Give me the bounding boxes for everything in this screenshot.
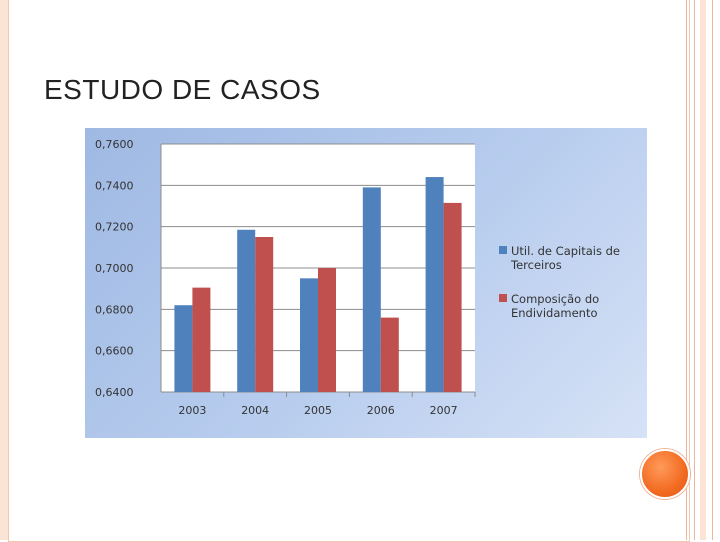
decorative-rule [700,0,706,540]
y-tick-label: 0,6400 [95,386,134,399]
bar-chart: 0,7600 0,7400 0,7200 0,7000 0,6800 0,6600 0,64… [95,138,620,417]
decorative-rule [686,0,687,540]
legend-label: Composição do [511,292,599,306]
x-tick-label: 2003 [178,404,206,417]
legend-swatch [499,246,507,254]
bar-util-capitais-2007 [425,177,444,392]
legend-label: Util. de Capitais de [511,244,620,258]
bar-composicao-2003 [192,287,211,392]
slide-title: ESTUDO DE CASOS [44,74,321,105]
bar-util-capitais-2003 [174,305,193,392]
bar-composicao-2006 [380,317,399,392]
x-tick-label: 2005 [304,404,332,417]
bar-composicao-2004 [255,237,274,392]
legend-label: Endividamento [511,306,598,320]
x-tick-label: 2007 [430,404,458,417]
legend-label: Terceiros [510,258,562,272]
bar-composicao-2005 [318,268,336,392]
y-tick-label: 0,7400 [95,179,134,192]
x-tick-label: 2004 [241,404,269,417]
y-tick-label: 0,6800 [95,303,134,316]
bar-util-capitais-2006 [362,187,381,392]
slide-border-left [0,0,8,540]
chart-container: 0,7600 0,7400 0,7200 0,7000 0,6800 0,6600 0,64… [85,128,647,438]
y-tick-label: 0,6600 [95,345,134,358]
decorative-rule [694,0,695,540]
bar-composicao-2007 [443,202,462,392]
decorative-rule [712,0,713,540]
y-tick-label: 0,7600 [95,138,134,151]
legend-swatch [499,294,507,302]
bar-util-capitais-2004 [237,229,256,392]
y-tick-label: 0,7200 [95,221,134,234]
y-tick-label: 0,7000 [95,262,134,275]
x-tick-label: 2006 [367,404,395,417]
bar-util-capitais-2005 [300,278,318,392]
accent-dot [640,449,690,499]
